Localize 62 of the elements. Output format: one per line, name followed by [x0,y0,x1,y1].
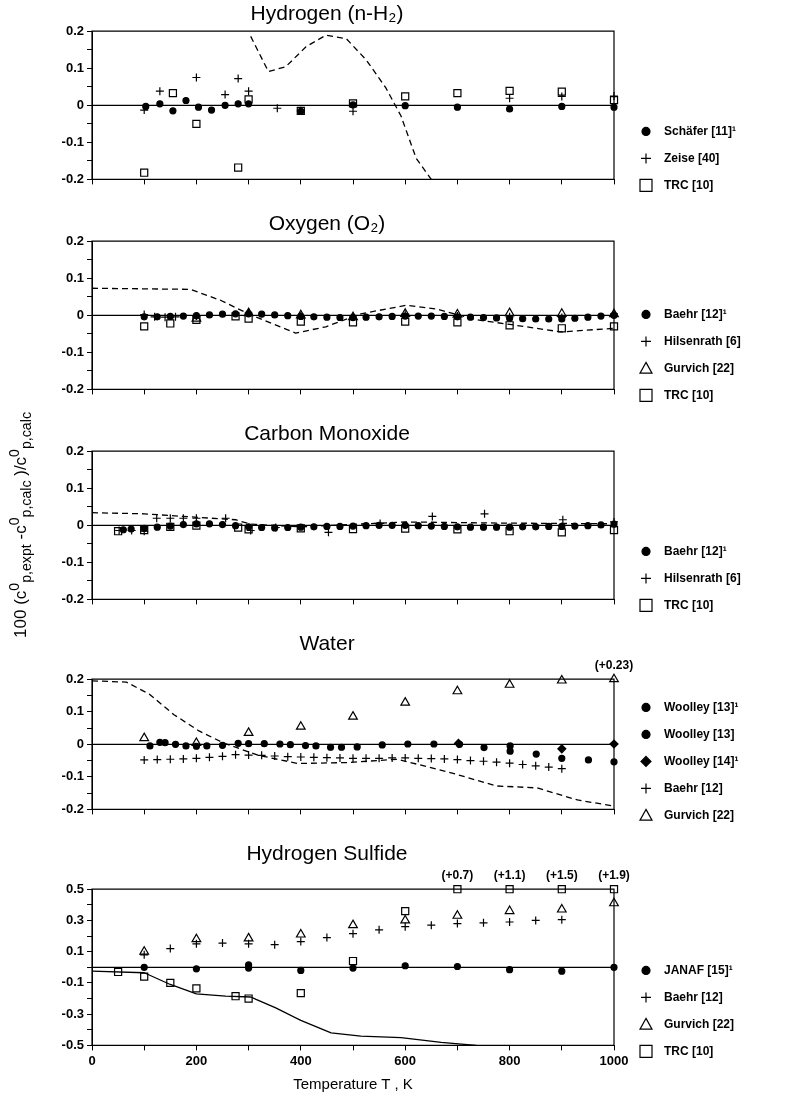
legend-label: Baehr [12]¹ [664,543,727,558]
y-tick-label: 0.2 [65,442,84,458]
x-tick-label: 1000 [599,1052,629,1068]
chart-title: Hydrogen Sulfide [246,841,408,865]
y-tick-label: -0.2 [61,380,84,396]
annotation: (+1.5) [545,867,578,882]
y-tick-label: 0.1 [65,479,84,495]
annotation: (+0.23) [594,657,634,672]
annotation: (+1.9) [598,867,630,882]
legend-label: Hilsenrath [6] [664,333,741,348]
chart-title: Carbon Monoxide [244,421,410,445]
annotation: (+0.7) [441,867,474,882]
annotation: (+1.1) [493,867,526,882]
legend-label: TRC [10] [664,1043,714,1058]
x-tick-label: 600 [394,1052,417,1068]
y-tick-label: 0.2 [65,232,84,248]
legend-label: Gurvich [22] [664,807,735,822]
x-tick-label: 400 [289,1052,312,1068]
y-tick-label: -0.1 [61,768,84,784]
y-tick-label: -0.2 [61,800,84,816]
y-tick-label: 0.3 [65,912,84,928]
y-tick-label: 0.2 [65,670,84,686]
x-tick-label: 200 [185,1052,208,1068]
y-tick-label: 0.1 [65,269,84,285]
y-tick-label: -0.1 [61,133,84,149]
legend-label: TRC [10] [664,597,714,612]
chart-title: Water [299,631,355,655]
y-tick-label: -0.2 [61,170,84,186]
y-tick-label: -0.1 [61,974,84,990]
legend-label: Woolley [13]¹ [664,699,739,714]
y-tick-label: 0 [76,516,84,532]
y-tick-label: 0.2 [65,22,84,38]
legend-label: Baehr [12] [664,780,723,795]
legend-label: Gurvich [22] [664,360,735,375]
y-tick-label: 0.1 [65,943,84,959]
y-tick-label: 0 [76,735,84,751]
legend-label: Baehr [12]¹ [664,306,727,321]
legend-label: Baehr [12] [664,989,723,1004]
y-tick-label: 0.1 [65,59,84,75]
y-tick-label: -0.1 [61,343,84,359]
legend-label: Woolley [13] [664,726,735,741]
chart-title: Hydrogen (n-H₂) [250,1,404,25]
legend-label: Hilsenrath [6] [664,570,741,585]
legend-label: Zeise [40] [664,150,720,165]
x-tick-label: 800 [498,1052,521,1068]
y-tick-label: -0.3 [61,1005,84,1021]
y-tick-label: 0.1 [65,703,84,719]
legend-label: Schäfer [11]¹ [664,123,737,138]
y-tick-label: 0.5 [65,880,84,896]
y-tick-label: -0.1 [61,553,84,569]
chart-title: Oxygen (O₂) [268,211,386,235]
y-tick-label: -0.5 [61,1036,84,1052]
legend-label: Woolley [14]¹ [664,753,739,768]
y-tick-label: 0 [76,96,84,112]
x-axis-title: Temperature T , K [293,1075,413,1093]
y-tick-label: -0.2 [61,590,84,606]
x-tick-label: 0 [88,1052,96,1068]
y-tick-label: 0 [76,306,84,322]
legend-label: JANAF [15]¹ [664,962,733,977]
legend-label: TRC [10] [664,387,714,402]
legend-label: TRC [10] [664,177,714,192]
legend-label: Gurvich [22] [664,1016,735,1031]
